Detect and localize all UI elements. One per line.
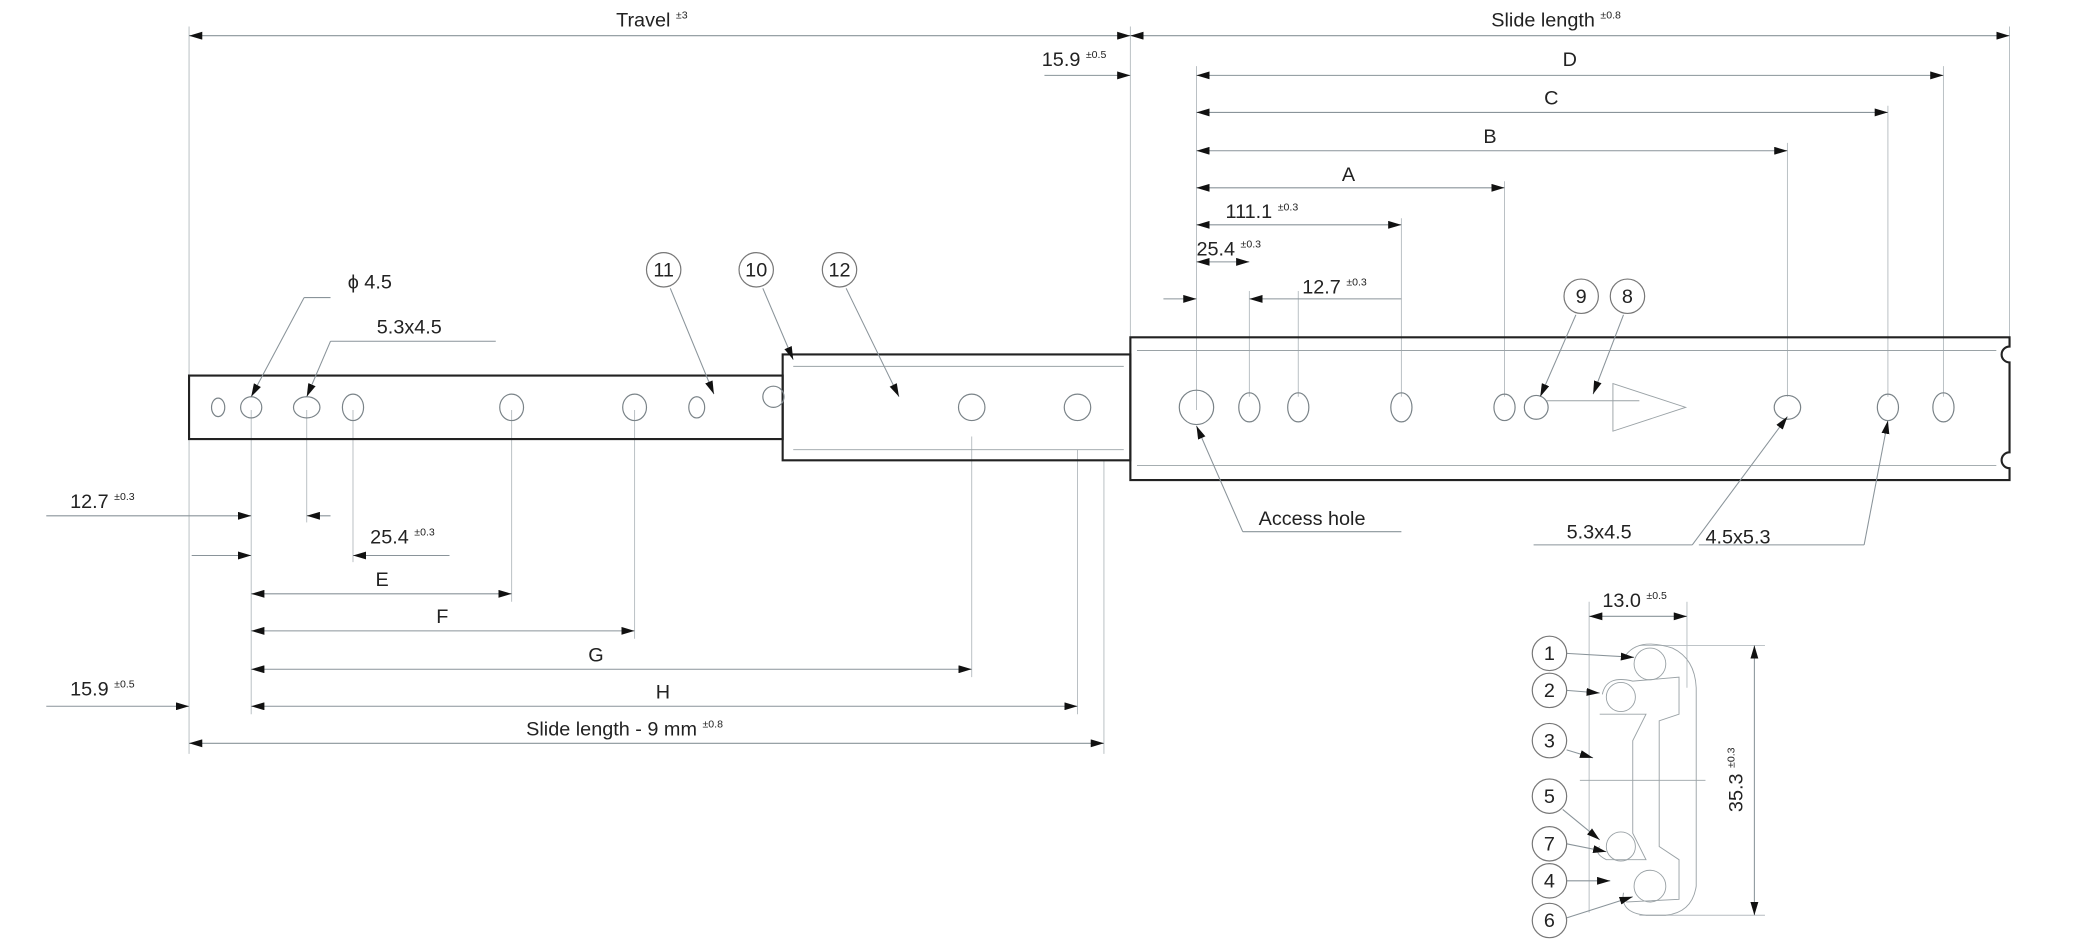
- dim-b-label: B: [1483, 126, 1496, 148]
- callout-10: 10: [745, 259, 767, 281]
- callout-5: 5: [1544, 786, 1555, 808]
- slot-right-b-label: 4.5x5.3: [1705, 527, 1770, 549]
- extension-lines: [188, 26, 2011, 754]
- callout-12: 12: [828, 259, 850, 281]
- callout-4: 4: [1544, 870, 1555, 892]
- callout-7: 7: [1544, 833, 1555, 855]
- dim-g-label: G: [588, 644, 603, 666]
- dim-e-label: E: [375, 569, 388, 591]
- dim-12-bottom-label: 12.7 ±0.3: [70, 491, 135, 513]
- bottom-dimensions: 12.7 ±0.3 25.4 ±0.3 E F G H 15.9 ±0.5 Sl…: [46, 491, 1104, 748]
- dim-12-top-label: 12.7 ±0.3: [1302, 277, 1367, 299]
- section-callouts: 1 2 3 5 7 4 6: [1531, 635, 1635, 939]
- rail-callouts: 11 10 12 9 8: [645, 252, 1646, 398]
- callout-8: 8: [1622, 286, 1633, 308]
- annotations: ϕ 4.5 5.3x4.5 Access hole 5.3x4.5 4.5x5.…: [250, 271, 1890, 549]
- dim-111-label: 111.1 ±0.3: [1226, 201, 1299, 223]
- dim-a-label: A: [1342, 164, 1356, 186]
- dim-c-label: C: [1544, 87, 1558, 109]
- slide-rail: [187, 336, 2011, 482]
- bottom-offset-label: 15.9 ±0.5: [70, 679, 135, 701]
- callout-1: 1: [1544, 643, 1555, 665]
- access-hole-label: Access hole: [1259, 508, 1366, 530]
- travel-label: Travel ±3: [616, 9, 688, 31]
- callout-11: 11: [653, 259, 674, 281]
- top-dimensions: Travel ±3 Slide length ±0.8 15.9 ±0.5 D …: [189, 9, 2010, 303]
- dim-d-label: D: [1563, 49, 1577, 71]
- top-offset-label: 15.9 ±0.5: [1042, 49, 1107, 71]
- width-label: 13.0 ±0.5: [1602, 590, 1667, 612]
- height-label: 35.3 ±0.3: [1725, 747, 1747, 812]
- callout-6: 6: [1544, 910, 1555, 932]
- phi-label: ϕ 4.5: [348, 271, 392, 293]
- callout-9: 9: [1576, 286, 1587, 308]
- mounting-holes: [210, 385, 1955, 426]
- dim-25-top-label: 25.4 ±0.3: [1196, 238, 1261, 260]
- slide-length-label: Slide length ±0.8: [1491, 9, 1621, 31]
- callout-2: 2: [1544, 680, 1555, 702]
- cross-section: 13.0 ±0.5 35.3 ±0.3: [1579, 590, 1765, 916]
- dim-25-bottom-label: 25.4 ±0.3: [370, 527, 435, 549]
- dim-f-label: F: [436, 606, 448, 628]
- slide-length-minus-label: Slide length - 9 mm ±0.8: [526, 718, 723, 740]
- slot-left-label: 5.3x4.5: [377, 316, 442, 338]
- dim-h-label: H: [656, 681, 670, 703]
- callout-3: 3: [1544, 730, 1555, 752]
- slot-right-a-label: 5.3x4.5: [1567, 521, 1632, 543]
